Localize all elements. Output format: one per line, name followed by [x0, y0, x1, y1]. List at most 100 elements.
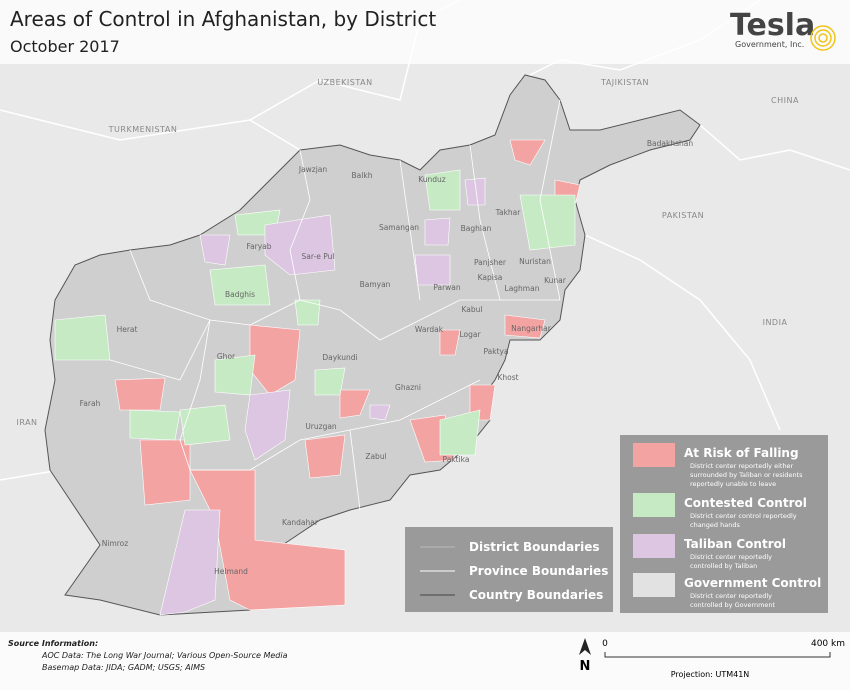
- legend-swatch: [633, 443, 675, 467]
- legend-label: Country Boundaries: [469, 588, 603, 602]
- province-lines: [109, 99, 561, 511]
- province-label: Badghis: [225, 290, 255, 299]
- district-patch: [159, 509, 221, 616]
- province-label: Samangan: [379, 223, 419, 232]
- district-patch: [244, 389, 291, 461]
- district-patch: [114, 377, 166, 411]
- province-label: Ghazni: [395, 383, 421, 392]
- country-labels: UZBEKISTAN TAJIKISTAN TURKMENISTAN CHINA…: [16, 78, 799, 427]
- header-band: [0, 0, 850, 64]
- legend-label: Taliban Control: [684, 537, 786, 551]
- legend-description: District center reportedly: [690, 553, 772, 561]
- province-label: Takhar: [495, 208, 522, 217]
- province-label: Parwan: [433, 283, 461, 292]
- province-label: Farah: [80, 399, 101, 408]
- country-label: TAJIKISTAN: [600, 78, 649, 87]
- source-heading: Source Information:: [8, 639, 98, 648]
- province-label: Nuristan: [519, 257, 551, 266]
- country-label: IRAN: [16, 418, 37, 427]
- province-labels: Jawzjan Balkh Kunduz Badakhshan Takhar S…: [80, 139, 694, 576]
- scale-start: 0: [602, 639, 608, 649]
- legend-swatch: [633, 493, 675, 517]
- province-label: Daykundi: [322, 353, 357, 362]
- legend-description: reportedly unable to leave: [690, 480, 776, 488]
- province-label: Jawzjan: [298, 165, 328, 174]
- province-label: Nimroz: [102, 539, 129, 548]
- district-patch: [314, 367, 346, 396]
- district-patch: [199, 234, 231, 266]
- source-line: AOC Data: The Long War Journal; Various …: [41, 651, 288, 660]
- country-label: INDIA: [763, 318, 788, 327]
- province-label: Zabul: [365, 452, 386, 461]
- district-patch: [209, 264, 271, 306]
- legend-swatch: [633, 534, 675, 558]
- country-label: UZBEKISTAN: [317, 78, 372, 87]
- subtitle: October 2017: [10, 37, 120, 56]
- district-patch: [264, 214, 336, 276]
- district-patch: [519, 194, 576, 251]
- province-label: Kapisa: [478, 273, 503, 282]
- province-label: Ghor: [217, 352, 236, 361]
- province-label: Sar-e Pul: [302, 252, 335, 261]
- province-label: Bamyan: [360, 280, 391, 289]
- district-patch: [339, 389, 371, 419]
- title: Areas of Control in Afghanistan, by Dist…: [10, 7, 436, 31]
- source-line: Basemap Data: JIDA; GADM; USGS; AIMS: [42, 663, 205, 672]
- province-label: Kunar: [544, 276, 567, 285]
- province-label: Badakhshan: [647, 139, 693, 148]
- legend-description: controlled by Government: [690, 601, 776, 609]
- boundary-legend-items: District Boundaries Province Boundaries …: [420, 540, 608, 602]
- district-patch: [139, 439, 191, 506]
- district-patch: [509, 139, 546, 166]
- province-label: Nangarhar: [511, 324, 552, 333]
- province-label: Faryab: [246, 242, 271, 251]
- province-label: Kandahar: [282, 518, 319, 527]
- legend-label: Government Control: [684, 576, 821, 590]
- scale-bar: [604, 652, 831, 658]
- district-patch: [424, 217, 451, 246]
- legend-description: surrounded by Taliban or residents: [690, 471, 803, 479]
- district-patch: [179, 404, 231, 446]
- district-patch: [129, 409, 181, 441]
- legend-description: controlled by Taliban: [690, 562, 757, 570]
- legend-description: District center reportedly: [690, 592, 772, 600]
- province-label: Kabul: [462, 305, 483, 314]
- legend-label: At Risk of Falling: [684, 446, 799, 460]
- district-patch: [54, 314, 111, 361]
- province-label: Kunduz: [418, 175, 446, 184]
- boundary-legend: [405, 527, 613, 612]
- province-label: Baghlan: [461, 224, 492, 233]
- district-patch: [464, 177, 486, 206]
- country-label: PAKISTAN: [662, 211, 704, 220]
- country-label: CHINA: [771, 96, 799, 105]
- country-label: TURKMENISTAN: [108, 125, 178, 134]
- projection: Projection: UTM41N: [671, 670, 750, 679]
- logo-mark: [810, 25, 836, 51]
- district-patch: [294, 299, 321, 326]
- north-arrow: [579, 638, 591, 655]
- province-label: Panjsher: [474, 258, 507, 267]
- province-label: Wardak: [415, 325, 444, 334]
- control-legend-items: At Risk of Falling District center report…: [633, 443, 821, 609]
- district-patch: [439, 409, 481, 456]
- logo-name: Tesla: [730, 8, 815, 43]
- district-patch: [214, 354, 256, 396]
- district-patches: [54, 139, 581, 616]
- district-patch: [424, 169, 461, 211]
- province-label: Khost: [497, 373, 518, 382]
- district-patch: [304, 434, 346, 479]
- district-patch: [189, 469, 346, 611]
- province-label: Paktika: [443, 455, 470, 464]
- province-label: Logar: [459, 330, 481, 339]
- province-label: Paktya: [483, 347, 508, 356]
- scale-end: 400 km: [811, 639, 845, 649]
- province-label: Herat: [117, 325, 138, 334]
- legend-swatch: [633, 573, 675, 597]
- province-label: Balkh: [352, 171, 373, 180]
- district-patch: [439, 329, 461, 356]
- legend-label: Province Boundaries: [469, 564, 608, 578]
- district-patch: [504, 314, 546, 339]
- footer-band: [0, 632, 850, 690]
- district-patch: [369, 404, 391, 421]
